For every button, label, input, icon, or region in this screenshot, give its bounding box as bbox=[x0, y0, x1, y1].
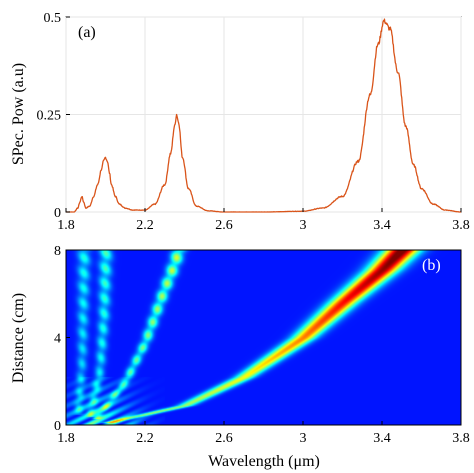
x-tick-label: 2.6 bbox=[215, 431, 233, 446]
panel-a-y-ticks: 0 0.25 0.5 bbox=[37, 11, 70, 221]
y-tick-label: 0.25 bbox=[37, 109, 62, 124]
x-tick-label: 3.8 bbox=[452, 218, 470, 233]
panel-b-x-ticks: 1.8 2.2 2.6 3 3.4 3.8 bbox=[57, 421, 470, 446]
x-tick-label: 3 bbox=[300, 431, 307, 446]
spectrum-line bbox=[65, 18, 462, 213]
y-tick-label: 8 bbox=[54, 244, 61, 259]
x-tick-label: 2.2 bbox=[136, 431, 154, 446]
panel-b-x-axis-title: Wavelength (μm) bbox=[208, 453, 320, 470]
x-tick-label: 1.8 bbox=[57, 431, 75, 446]
y-tick-label: 0 bbox=[54, 206, 61, 221]
panel-b-label: (b) bbox=[422, 257, 441, 274]
panel-b-y-ticks: 0 4 8 bbox=[54, 244, 70, 434]
x-tick-label: 3.8 bbox=[452, 431, 470, 446]
panel-a-spectrum: 1.8 2.2 2.6 3 3.4 3.8 0 0.25 0.5 (a) SPec. Pow … bbox=[10, 11, 470, 233]
y-tick-label: 4 bbox=[54, 332, 61, 347]
x-tick-label: 1.8 bbox=[57, 218, 75, 233]
panel-a-grid bbox=[65, 16, 462, 213]
panel-a-x-ticks: 1.8 2.2 2.6 3 3.4 3.8 bbox=[57, 208, 470, 233]
panel-b-y-axis-title: Distance (cm) bbox=[10, 293, 27, 383]
x-tick-label: 2.2 bbox=[136, 218, 154, 233]
x-tick-label: 3.4 bbox=[373, 431, 391, 446]
x-tick-label: 2.6 bbox=[215, 218, 233, 233]
panel-b-heatmap: 1.8 2.2 2.6 3 3.4 3.8 0 4 8 (b) Distance (cm) W… bbox=[10, 244, 470, 470]
panel-a-label: (a) bbox=[78, 24, 96, 41]
panel-a-y-axis-title: SPec. Pow (a.u) bbox=[10, 63, 27, 165]
y-tick-label: 0 bbox=[54, 419, 61, 434]
x-tick-label: 3.4 bbox=[373, 218, 391, 233]
heatmap-image bbox=[66, 250, 461, 425]
y-tick-label: 0.5 bbox=[44, 11, 62, 26]
x-tick-label: 3 bbox=[300, 218, 307, 233]
